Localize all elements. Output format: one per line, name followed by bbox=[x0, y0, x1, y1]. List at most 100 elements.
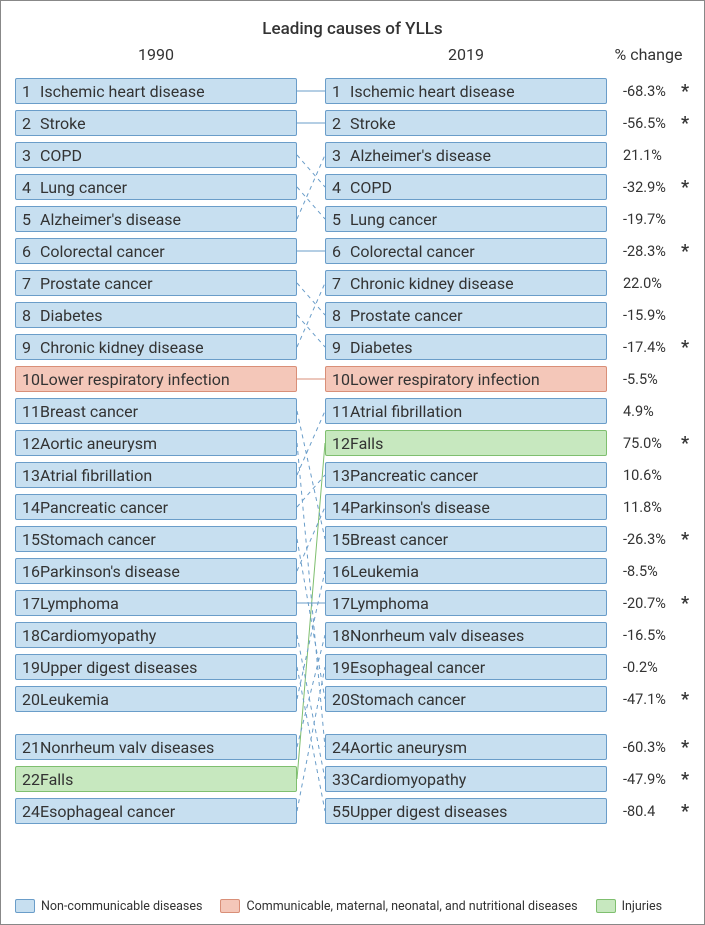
connector-line bbox=[297, 667, 325, 811]
cause-label: Lymphoma bbox=[350, 594, 429, 613]
rank-cell: 1 Ischemic heart disease bbox=[15, 78, 297, 104]
significance-star: * bbox=[681, 686, 689, 712]
rank-number: 4 bbox=[22, 178, 40, 197]
rank-cell: 13 Pancreatic cancer bbox=[325, 462, 607, 488]
rank-cell: 12 Falls bbox=[325, 430, 607, 456]
cause-label: Stroke bbox=[350, 114, 396, 133]
rank-number: 13 bbox=[332, 466, 350, 485]
pct-change-value: -19.7% bbox=[623, 206, 666, 232]
cause-label: Pancreatic cancer bbox=[350, 466, 478, 485]
rank-number: 19 bbox=[22, 658, 40, 677]
rank-number: 19 bbox=[332, 658, 350, 677]
pct-change-value: -47.1% bbox=[623, 686, 666, 712]
rank-number: 1 bbox=[332, 82, 350, 101]
rank-cell: 4 COPD bbox=[325, 174, 607, 200]
connector-line bbox=[297, 507, 325, 571]
connector-line bbox=[297, 155, 325, 219]
cause-label: Esophageal cancer bbox=[350, 658, 485, 677]
rank-cell: 15 Stomach cancer bbox=[15, 526, 297, 552]
cause-label: Stroke bbox=[40, 114, 86, 133]
rank-cell: 22 Falls bbox=[15, 766, 297, 792]
rank-cell: 19 Upper digest diseases bbox=[15, 654, 297, 680]
legend: Non-communicable diseasesCommunicable, m… bbox=[15, 899, 662, 914]
pct-change-value: -56.5% bbox=[623, 110, 666, 136]
rank-number: 7 bbox=[332, 274, 350, 293]
pct-change-value: 75.0% bbox=[623, 430, 662, 456]
rank-cell: 10 Lower respiratory infection bbox=[325, 366, 607, 392]
rank-number: 20 bbox=[332, 690, 350, 709]
cause-label: Leukemia bbox=[40, 690, 109, 709]
rank-cell: 21 Nonrheum valv diseases bbox=[15, 734, 297, 760]
rank-number: 9 bbox=[332, 338, 350, 357]
cause-label: Nonrheum valv diseases bbox=[350, 626, 524, 645]
rank-number: 11 bbox=[22, 402, 40, 421]
pct-change-value: -80.4 bbox=[623, 798, 655, 824]
rank-number: 24 bbox=[22, 802, 40, 821]
rank-number: 9 bbox=[22, 338, 40, 357]
legend-item: Injuries bbox=[596, 899, 663, 914]
significance-star: * bbox=[681, 174, 689, 200]
rank-cell: 5 Alzheimer's disease bbox=[15, 206, 297, 232]
cause-label: Parkinson's disease bbox=[40, 562, 180, 581]
rank-cell: 7 Chronic kidney disease bbox=[325, 270, 607, 296]
chart-title: Leading causes of YLLs bbox=[15, 19, 690, 39]
rank-cell: 11 Atrial fibrillation bbox=[325, 398, 607, 424]
significance-star: * bbox=[681, 766, 689, 792]
rank-number: 1 bbox=[22, 82, 40, 101]
chart-body: 1 Ischemic heart disease2 Stroke3 COPD4 … bbox=[15, 78, 692, 868]
connector-line bbox=[297, 635, 325, 747]
cause-label: Cardiomyopathy bbox=[40, 626, 156, 645]
rank-cell: 9 Chronic kidney disease bbox=[15, 334, 297, 360]
cause-label: Diabetes bbox=[350, 338, 413, 357]
legend-label: Injuries bbox=[622, 899, 663, 914]
significance-star: * bbox=[681, 238, 689, 264]
legend-swatch bbox=[220, 899, 240, 913]
cause-label: Chronic kidney disease bbox=[40, 338, 204, 357]
rank-number: 3 bbox=[332, 146, 350, 165]
cause-label: Breast cancer bbox=[350, 530, 448, 549]
cause-label: Upper digest diseases bbox=[40, 658, 197, 677]
column-headers: 1990 2019 % change bbox=[15, 45, 690, 64]
header-pct-change: % change bbox=[607, 45, 690, 64]
legend-swatch bbox=[15, 899, 35, 913]
significance-star: * bbox=[681, 334, 689, 360]
rank-number: 14 bbox=[332, 498, 350, 517]
cause-label: Upper digest diseases bbox=[350, 802, 507, 821]
cause-label: Lower respiratory infection bbox=[350, 370, 540, 389]
pct-change-value: -68.3% bbox=[623, 78, 666, 104]
rank-number: 4 bbox=[332, 178, 350, 197]
significance-star: * bbox=[681, 430, 689, 456]
rank-number: 15 bbox=[332, 530, 350, 549]
rank-number: 10 bbox=[332, 370, 350, 389]
rank-number: 12 bbox=[332, 434, 350, 453]
cause-label: Parkinson's disease bbox=[350, 498, 490, 517]
cause-label: Stomach cancer bbox=[40, 530, 156, 549]
cause-label: Diabetes bbox=[40, 306, 103, 325]
rank-cell: 15 Breast cancer bbox=[325, 526, 607, 552]
connector-line bbox=[297, 411, 325, 475]
rank-cell: 2 Stroke bbox=[15, 110, 297, 136]
cause-label: Prostate cancer bbox=[350, 306, 463, 325]
cause-label: Chronic kidney disease bbox=[350, 274, 514, 293]
rank-number: 20 bbox=[22, 690, 40, 709]
rank-number: 2 bbox=[22, 114, 40, 133]
pct-change-value: -0.2% bbox=[623, 654, 658, 680]
rank-number: 18 bbox=[332, 626, 350, 645]
rank-cell: 17 Lymphoma bbox=[325, 590, 607, 616]
connector-line bbox=[297, 283, 325, 347]
rank-cell: 1 Ischemic heart disease bbox=[325, 78, 607, 104]
rank-cell: 17 Lymphoma bbox=[15, 590, 297, 616]
significance-star: * bbox=[681, 734, 689, 760]
rank-cell: 13 Atrial fibrillation bbox=[15, 462, 297, 488]
pct-change-value: -20.7% bbox=[623, 590, 666, 616]
pct-change-value: 21.1% bbox=[623, 142, 662, 168]
significance-star: * bbox=[681, 110, 689, 136]
rank-number: 22 bbox=[22, 770, 40, 789]
rank-cell: 7 Prostate cancer bbox=[15, 270, 297, 296]
cause-label: Ischemic heart disease bbox=[40, 82, 205, 101]
rank-cell: 16 Leukemia bbox=[325, 558, 607, 584]
rank-cell: 20 Leukemia bbox=[15, 686, 297, 712]
cause-label: COPD bbox=[350, 178, 392, 197]
rank-number: 17 bbox=[332, 594, 350, 613]
connector-line bbox=[297, 443, 325, 747]
